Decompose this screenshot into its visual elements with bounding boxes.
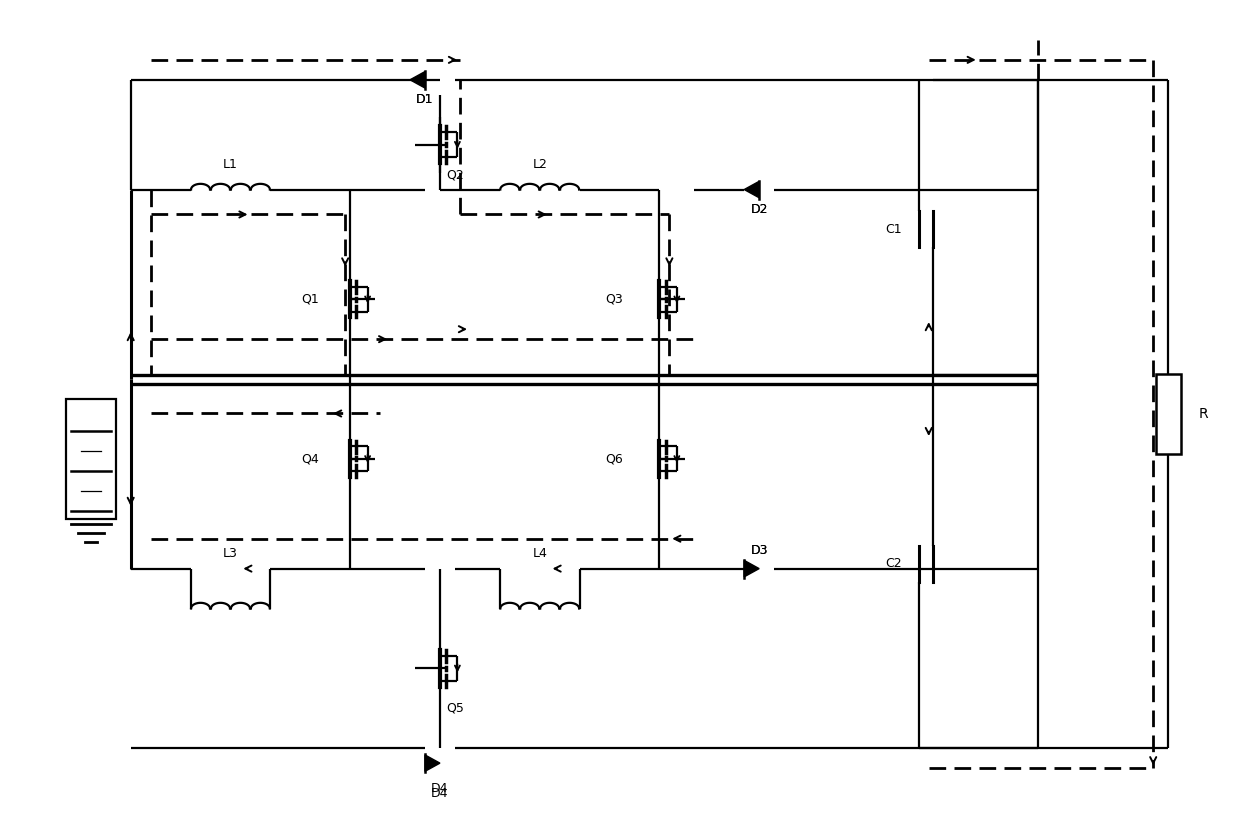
Text: D1: D1 — [416, 93, 434, 106]
Bar — [1156, 374, 1181, 454]
Polygon shape — [745, 560, 760, 577]
Text: L1: L1 — [223, 158, 238, 171]
Text: L4: L4 — [533, 547, 548, 560]
Text: L3: L3 — [223, 547, 238, 560]
Text: Q6: Q6 — [606, 452, 623, 465]
Text: C1: C1 — [886, 223, 902, 236]
Text: C2: C2 — [886, 557, 902, 570]
Text: Q3: Q3 — [606, 293, 623, 306]
Text: D3: D3 — [751, 544, 768, 557]
Text: D3: D3 — [751, 544, 768, 557]
Polygon shape — [745, 182, 760, 198]
Text: D2: D2 — [751, 203, 768, 216]
Text: D1: D1 — [416, 93, 434, 106]
Bar — [66, 399, 115, 519]
Text: Q1: Q1 — [301, 293, 320, 306]
Text: Q5: Q5 — [446, 702, 463, 715]
Polygon shape — [425, 755, 440, 771]
Text: Q4: Q4 — [301, 452, 320, 465]
Text: D4: D4 — [431, 787, 449, 799]
Text: D4: D4 — [431, 781, 449, 794]
Text: R: R — [1198, 407, 1208, 421]
Text: L2: L2 — [533, 158, 548, 171]
Text: Q2: Q2 — [446, 168, 463, 181]
Text: D2: D2 — [751, 203, 768, 216]
Polygon shape — [410, 71, 425, 88]
